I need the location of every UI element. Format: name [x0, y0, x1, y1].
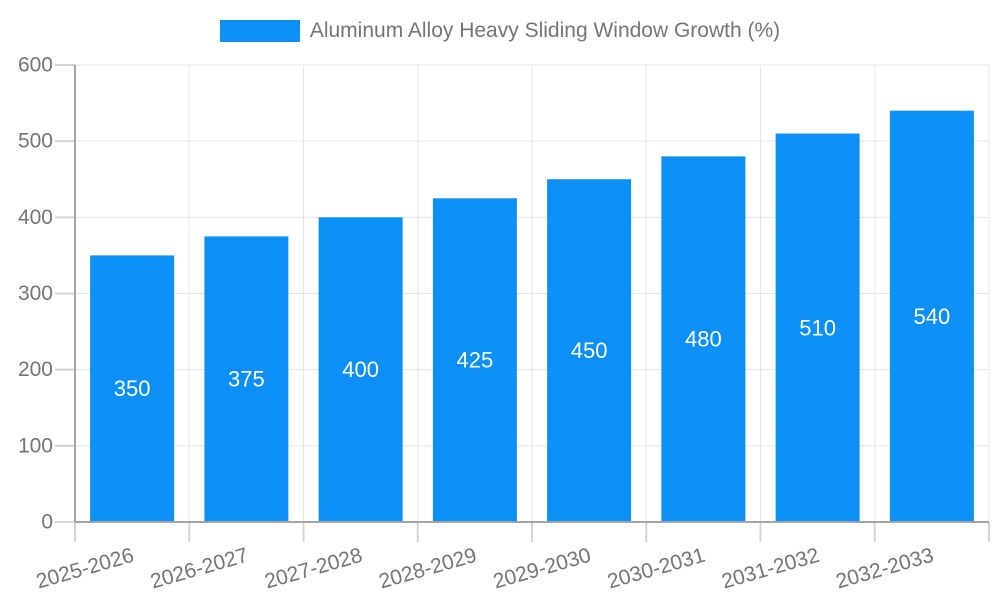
bar-value-label: 350 — [114, 376, 151, 401]
bar-value-label: 450 — [571, 338, 608, 363]
bar-value-label: 425 — [457, 348, 494, 373]
bar — [318, 217, 403, 523]
x-axis-label: 2031-2032 — [719, 544, 822, 594]
bar-value-label: 400 — [342, 357, 379, 382]
bar — [204, 236, 289, 522]
bar — [889, 110, 974, 522]
y-axis-label: 600 — [18, 54, 53, 77]
bar-value-label: 375 — [228, 367, 265, 392]
bar — [90, 255, 175, 522]
x-axis-label: 2030-2031 — [605, 544, 708, 594]
x-axis-label: 2026-2027 — [148, 544, 251, 594]
bar — [547, 179, 632, 522]
bar-value-label: 510 — [799, 315, 836, 340]
bar-value-label: 480 — [685, 327, 722, 352]
bar — [775, 133, 860, 523]
y-axis-label: 0 — [41, 511, 53, 534]
x-axis-label: 2028-2029 — [376, 544, 479, 594]
x-axis-label: 2025-2026 — [34, 544, 137, 594]
x-axis-label: 2032-2033 — [833, 544, 936, 594]
chart-legend[interactable]: Aluminum Alloy Heavy Sliding Window Grow… — [0, 20, 1000, 42]
x-axis-label: 2027-2028 — [262, 544, 365, 594]
bar — [432, 198, 517, 522]
y-axis-label: 300 — [18, 282, 53, 305]
x-axis-label: 2029-2030 — [491, 544, 594, 594]
bar — [661, 156, 746, 522]
y-axis-label: 500 — [18, 130, 53, 153]
legend-label: Aluminum Alloy Heavy Sliding Window Grow… — [309, 19, 781, 42]
legend-color-swatch — [219, 20, 300, 42]
y-axis-label: 200 — [18, 358, 53, 381]
y-axis-label: 400 — [18, 206, 53, 229]
y-axis-label: 100 — [18, 434, 53, 457]
bar-value-label: 540 — [914, 304, 951, 329]
